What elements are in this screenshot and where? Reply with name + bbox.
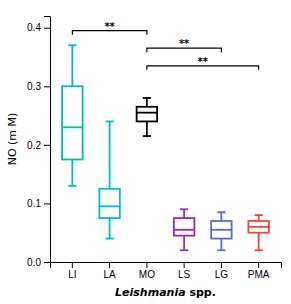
y-tick: 0.4 — [27, 22, 50, 33]
upper-whisker — [220, 212, 222, 221]
x-tick: LG — [215, 262, 229, 280]
x-tick: PMA — [248, 262, 270, 280]
y-tick-mark — [44, 203, 50, 204]
lower-whisker — [146, 121, 148, 136]
box-plot — [211, 212, 231, 250]
upper-cap — [217, 211, 225, 213]
y-axis-line — [44, 17, 51, 263]
x-tick-mark — [109, 262, 110, 268]
lower-whisker — [220, 239, 222, 251]
plot: 0.0 0.1 0.2 0.3 0.4 LI LA MO LS LG PMA ** ** ** — [27, 17, 281, 281]
box — [99, 189, 119, 218]
x-axis: LI LA MO LS LG PMA — [51, 262, 282, 280]
x-tick-label: LI — [68, 269, 76, 280]
x-axis-line — [51, 263, 282, 269]
significance-label: ** — [179, 38, 190, 49]
upper-cap — [143, 97, 151, 99]
lower-whisker — [183, 236, 185, 251]
chart: 0.0 0.1 0.2 0.3 0.4 LI LA MO LS LG PMA ** ** ** NO (m … — [0, 0, 291, 304]
x-tick: LA — [103, 262, 116, 280]
box-plot — [174, 209, 194, 250]
x-tick-mark — [221, 262, 222, 268]
y-tick: 0.1 — [27, 198, 50, 209]
upper-whisker — [183, 209, 185, 218]
lower-cap — [143, 135, 151, 137]
annotation-labels: ** ** ** — [104, 21, 208, 67]
x-tick: LS — [178, 262, 191, 280]
median — [211, 229, 231, 231]
x-tick-label: LS — [178, 269, 191, 280]
upper-cap — [180, 208, 188, 210]
y-tick-mark — [44, 28, 50, 29]
y-axis: 0.0 0.1 0.2 0.3 0.4 — [27, 17, 50, 268]
lower-cap — [255, 249, 263, 251]
y-tick-label: 0.2 — [27, 140, 41, 151]
lower-whisker — [71, 160, 73, 186]
significance-label: ** — [104, 21, 115, 32]
upper-cap — [255, 214, 263, 216]
y-tick-mark — [44, 145, 50, 146]
box — [137, 107, 157, 122]
upper-whisker — [109, 121, 111, 188]
x-tick-label: MO — [139, 269, 155, 280]
y-tick-mark — [44, 262, 50, 263]
x-axis-title: Leishmania spp. — [115, 286, 216, 299]
box-plot — [248, 215, 268, 250]
significance-label: ** — [198, 56, 209, 67]
lower-cap — [217, 249, 225, 251]
marks — [62, 31, 269, 251]
y-tick-label: 0.4 — [27, 22, 41, 33]
lower-cap — [106, 238, 114, 240]
y-tick-label: 0.1 — [27, 198, 41, 209]
lower-whisker — [258, 233, 260, 251]
box-plot — [137, 98, 157, 136]
x-tick: LI — [68, 262, 76, 280]
x-tick-label: LG — [215, 269, 229, 280]
upper-whisker — [146, 98, 148, 107]
median — [99, 205, 119, 207]
median — [248, 226, 268, 228]
box-plot — [99, 121, 119, 238]
lower-cap — [180, 249, 188, 251]
y-tick-mark — [44, 86, 50, 87]
x-tick-mark — [146, 262, 147, 268]
y-tick: 0.3 — [27, 81, 50, 92]
median — [174, 229, 194, 231]
upper-whisker — [71, 45, 73, 86]
upper-cap — [68, 44, 76, 46]
median — [62, 126, 82, 128]
median — [137, 112, 157, 114]
box — [174, 218, 194, 236]
x-tick-mark — [258, 262, 259, 268]
upper-cap — [106, 121, 114, 123]
y-tick: 0.0 — [27, 257, 50, 268]
box — [248, 221, 268, 233]
box-plot — [62, 45, 82, 186]
y-tick-label: 0.0 — [27, 257, 41, 268]
y-axis-title: NO (m M) — [6, 113, 19, 166]
x-tick-label: LA — [103, 269, 116, 280]
lower-whisker — [109, 218, 111, 239]
lower-cap — [68, 185, 76, 187]
box — [211, 221, 231, 239]
x-tick: MO — [139, 262, 155, 280]
x-tick-mark — [72, 262, 73, 268]
y-tick-label: 0.3 — [27, 81, 41, 92]
x-tick-label: PMA — [248, 269, 270, 280]
y-tick: 0.2 — [27, 140, 50, 151]
box — [62, 86, 82, 159]
x-tick-mark — [184, 262, 185, 268]
